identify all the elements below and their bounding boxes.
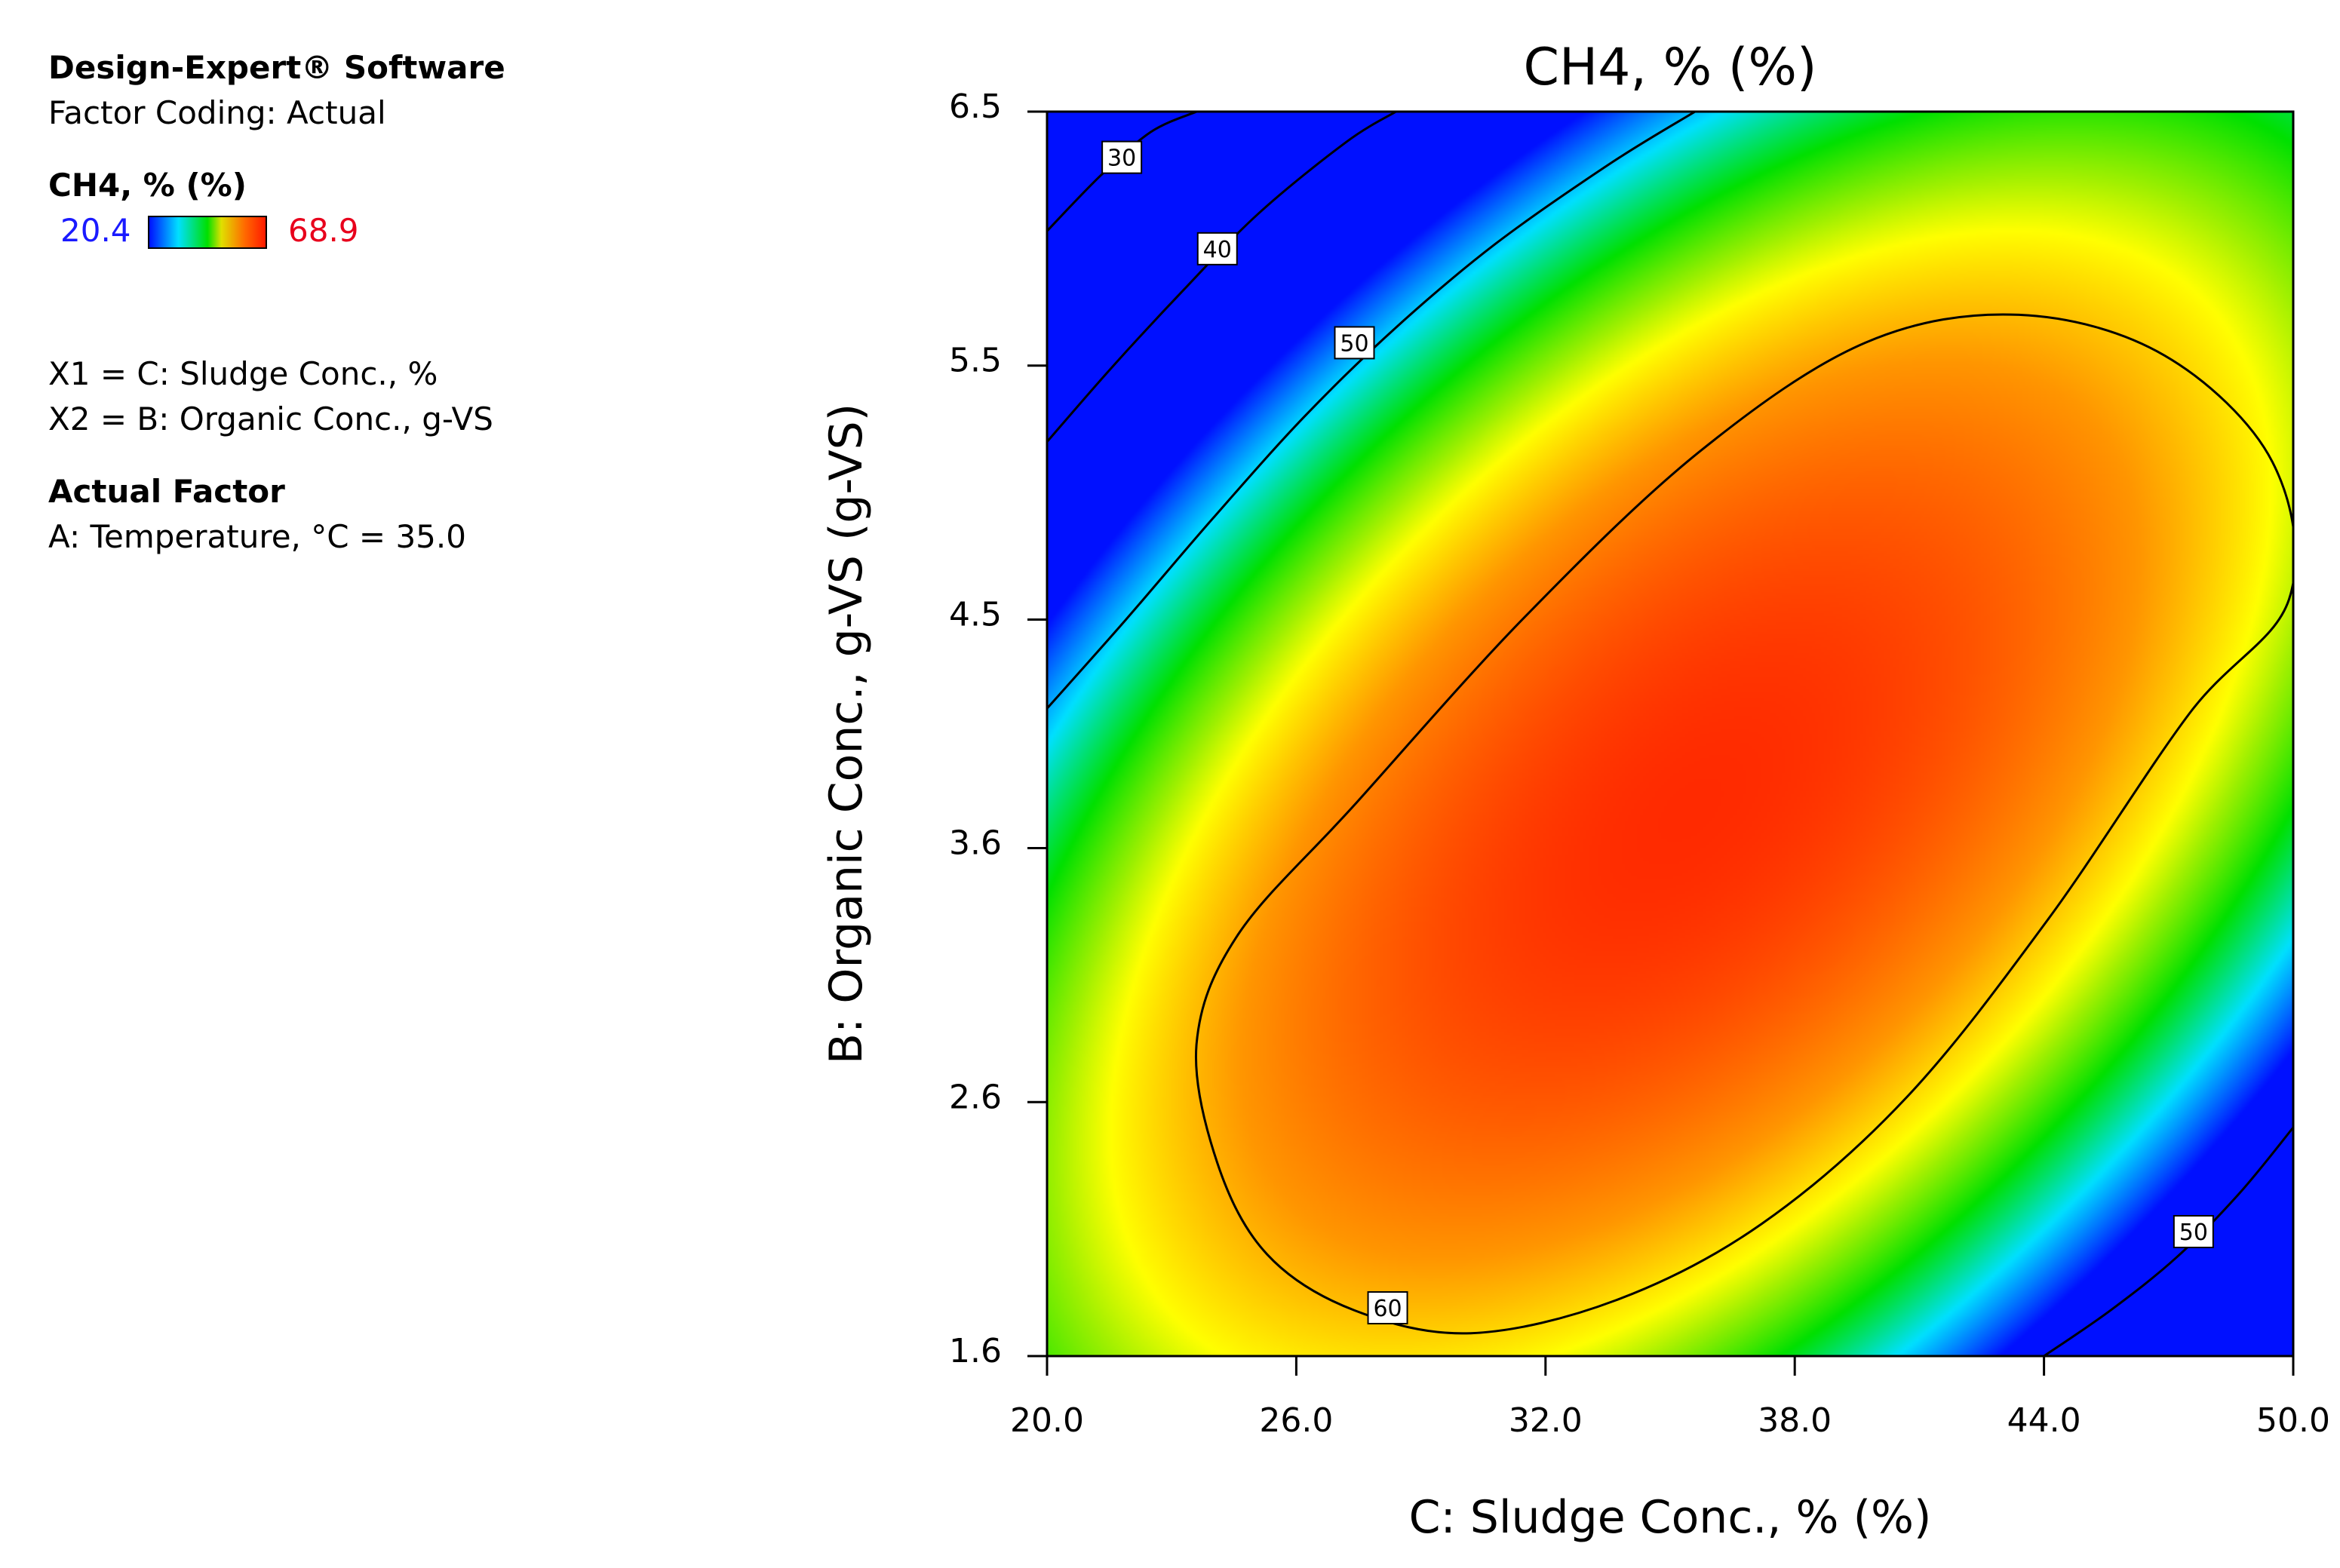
x-tick-label: 38.0 bbox=[1758, 1401, 1832, 1440]
x-tick-label: 44.0 bbox=[2007, 1401, 2081, 1440]
x-tick-label: 20.0 bbox=[1010, 1401, 1084, 1440]
x1-definition: X1 = C: Sludge Conc., % bbox=[48, 355, 438, 392]
contour-label-30: 30 bbox=[1101, 140, 1143, 174]
y-tick-label: 6.5 bbox=[949, 87, 1002, 126]
x-tick-label: 32.0 bbox=[1509, 1401, 1583, 1440]
contour-label-box bbox=[1101, 140, 1143, 174]
contour-label-60: 60 bbox=[1367, 1291, 1408, 1325]
color-scale-bar bbox=[148, 216, 267, 249]
y-axis: 1.6 2.6 3.6 4.5 5.5 6.5 bbox=[949, 87, 1047, 1370]
scale-min-value: 20.4 bbox=[60, 212, 131, 249]
y-tick-label: 5.5 bbox=[949, 342, 1002, 380]
x-tick-label: 50.0 bbox=[2256, 1401, 2330, 1440]
contour-label-text: 50 bbox=[2179, 1220, 2208, 1246]
contour-label-50: 50 bbox=[1334, 326, 1375, 360]
y-tick-label: 1.6 bbox=[949, 1332, 1002, 1370]
plot-area: 30 40 50 60 50 bbox=[1046, 110, 2295, 1358]
software-name: Design-Expert® Software bbox=[48, 49, 505, 86]
response-name: CH4, % (%) bbox=[48, 167, 247, 204]
contour-label-text: 60 bbox=[1373, 1296, 1402, 1322]
y-tick-label: 3.6 bbox=[949, 824, 1002, 863]
plot-frame bbox=[1046, 110, 2295, 1358]
color-field bbox=[1047, 112, 2293, 1356]
contour-label-box bbox=[1367, 1291, 1408, 1325]
x-axis-label: C: Sludge Conc., % (%) bbox=[1409, 1491, 1932, 1544]
x2-definition: X2 = B: Organic Conc., g-VS bbox=[48, 400, 493, 437]
x-axis: 20.0 26.0 32.0 38.0 44.0 50.0 bbox=[1010, 1356, 2330, 1440]
contour-label-box bbox=[1196, 232, 1238, 265]
y-tick-label: 4.5 bbox=[949, 595, 1002, 634]
contour-label-box bbox=[2173, 1215, 2214, 1248]
legend-panel: Design-Expert® Software Factor Coding: A… bbox=[48, 45, 727, 560]
contour-label-text: 40 bbox=[1203, 237, 1232, 263]
contour-label-40: 40 bbox=[1196, 232, 1238, 265]
factor-coding: Factor Coding: Actual bbox=[48, 94, 386, 131]
contour-line-50 bbox=[1047, 112, 1696, 710]
color-field-container bbox=[1047, 112, 2293, 1356]
contour-label-text: 50 bbox=[1340, 330, 1368, 357]
y-tick-label: 2.6 bbox=[949, 1078, 1002, 1116]
color-scale: 20.4 68.9 bbox=[48, 208, 727, 253]
contour-label-box bbox=[1334, 326, 1375, 360]
scale-max-value: 68.9 bbox=[288, 212, 359, 249]
chart-title: CH4, % (%) bbox=[1523, 38, 1816, 97]
actual-factor-heading: Actual Factor bbox=[48, 473, 285, 510]
contour-line-50 bbox=[2043, 1126, 2293, 1356]
x-tick-label: 26.0 bbox=[1259, 1401, 1333, 1440]
contour-line-60 bbox=[1195, 313, 2293, 1335]
y-axis-label: B: Organic Conc., g-VS (g-VS) bbox=[820, 404, 873, 1064]
contour-label-50: 50 bbox=[2173, 1215, 2214, 1248]
contour-label-text: 30 bbox=[1107, 146, 1136, 172]
contour-labels: 30 40 50 60 50 bbox=[1101, 140, 2214, 1325]
actual-factor-value: A: Temperature, °C = 35.0 bbox=[48, 518, 466, 555]
